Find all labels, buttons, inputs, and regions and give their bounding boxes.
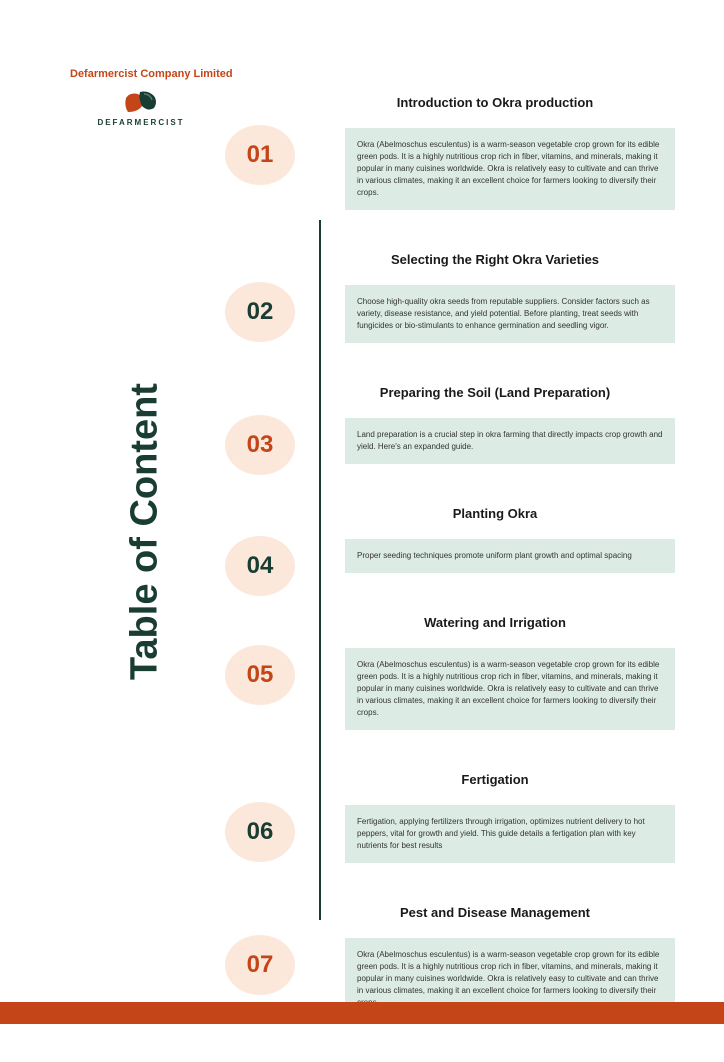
toc-section: 02 Selecting the Right Okra Varieties Choo… xyxy=(225,252,675,343)
section-description: Choose high-quality okra seeds from repu… xyxy=(345,285,675,343)
section-number-badge: 06 xyxy=(225,802,295,862)
section-title: Selecting the Right Okra Varieties xyxy=(345,252,675,267)
section-title: Introduction to Okra production xyxy=(345,95,675,110)
section-number-badge: 07 xyxy=(225,935,295,995)
section-title: Planting Okra xyxy=(345,506,675,521)
section-description: Fertigation, applying fertilizers throug… xyxy=(345,805,675,863)
toc-section: 06 Fertigation Fertigation, applying ferti… xyxy=(225,772,675,863)
logo: DEFARMERCIST xyxy=(96,88,186,127)
section-content: Introduction to Okra production Okra (Abe… xyxy=(345,95,675,210)
section-title: Pest and Disease Management xyxy=(345,905,675,920)
section-content: Planting Okra Proper seeding techniques p… xyxy=(345,506,675,573)
section-number-badge: 03 xyxy=(225,415,295,475)
company-name: Defarmercist Company Limited xyxy=(70,68,233,80)
section-description: Proper seeding techniques promote unifor… xyxy=(345,539,675,573)
section-number-badge: 02 xyxy=(225,282,295,342)
section-number-badge: 01 xyxy=(225,125,295,185)
logo-icon xyxy=(120,88,162,116)
section-content: Watering and Irrigation Okra (Abelmoschus… xyxy=(345,615,675,730)
logo-text: DEFARMERCIST xyxy=(97,118,184,127)
toc-section: 05 Watering and Irrigation Okra (Abelmosch… xyxy=(225,615,675,730)
section-content: Selecting the Right Okra Varieties Choose… xyxy=(345,252,675,343)
section-title: Watering and Irrigation xyxy=(345,615,675,630)
section-content: Preparing the Soil (Land Preparation) Lan… xyxy=(345,385,675,464)
footer-bar xyxy=(0,1002,724,1024)
section-description: Okra (Abelmoschus esculentus) is a warm-… xyxy=(345,128,675,210)
section-title: Preparing the Soil (Land Preparation) xyxy=(345,385,675,400)
section-number-badge: 05 xyxy=(225,645,295,705)
section-description: Okra (Abelmoschus esculentus) is a warm-… xyxy=(345,648,675,730)
toc-section: 01 Introduction to Okra production Okra (A… xyxy=(225,95,675,210)
section-description: Land preparation is a crucial step in ok… xyxy=(345,418,675,464)
section-title: Fertigation xyxy=(345,772,675,787)
toc-section: 04Planting OkraProper seeding techniques… xyxy=(225,506,675,573)
sections-container: 01 Introduction to Okra production Okra (A… xyxy=(225,95,675,1062)
toc-title: Table of Content xyxy=(124,383,167,680)
section-number-badge: 04 xyxy=(225,536,295,596)
toc-section: 03Preparing the Soil (Land Preparation)L… xyxy=(225,385,675,464)
section-content: Fertigation Fertigation, applying fertili… xyxy=(345,772,675,863)
